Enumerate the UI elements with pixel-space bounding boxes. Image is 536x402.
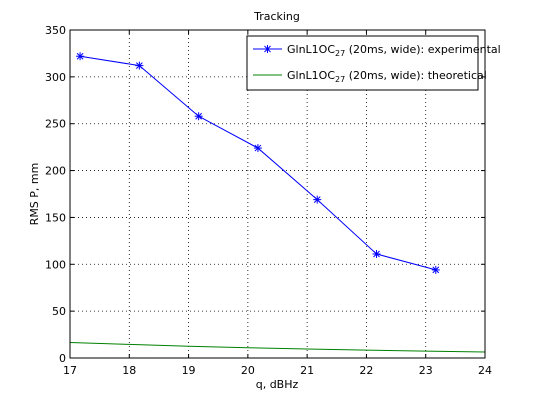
tick-layer: 17 18 19 20 21 22 23 24 0 50 100 150 200 250 300 350 xyxy=(45,24,492,377)
series-layer xyxy=(69,52,486,353)
legend-box xyxy=(246,35,479,91)
legend-star-marker xyxy=(263,45,272,53)
x-tick-label: 17 xyxy=(63,364,77,377)
x-tick-label: 18 xyxy=(122,364,136,377)
data-point-marker xyxy=(76,52,85,61)
x-axis-label: q, dBHz xyxy=(256,378,299,391)
data-point-marker xyxy=(372,249,381,258)
y-tick-label: 50 xyxy=(52,305,66,318)
x-tick-label: 21 xyxy=(300,364,314,377)
data-point-marker xyxy=(194,112,203,121)
y-axis-label: RMS P, mm xyxy=(28,163,41,226)
y-tick-label: 100 xyxy=(45,258,66,271)
x-tick-label: 24 xyxy=(478,364,492,377)
y-tick-label: 200 xyxy=(45,165,66,178)
y-tick-label: 0 xyxy=(59,352,66,365)
chart-title: Tracking xyxy=(253,10,300,23)
y-tick-label: 150 xyxy=(45,211,66,224)
x-tick-label: 23 xyxy=(419,364,433,377)
series-line-1 xyxy=(69,342,486,353)
y-tick-label: 350 xyxy=(45,24,66,37)
data-point-marker xyxy=(135,61,144,70)
y-tick-label: 250 xyxy=(45,118,66,131)
legend-label-theoretical: GlnL1OC27 (20ms, wide): theoretical xyxy=(287,69,487,84)
x-tick-label: 22 xyxy=(359,364,373,377)
legend-entry-theoretical: GlnL1OC27 (20ms, wide): theoretical xyxy=(253,69,487,84)
axes-box xyxy=(69,29,486,359)
legend-marker-experimental xyxy=(263,45,272,53)
y-tick-label: 300 xyxy=(45,71,66,84)
data-point-marker xyxy=(313,195,322,204)
legend-entry-experimental: GlnL1OC27 (20ms, wide): experimental xyxy=(253,43,501,58)
grid-layer xyxy=(70,30,485,358)
legend: GlnL1OC27 (20ms, wide): experimental Gln… xyxy=(246,35,501,91)
x-tick-label: 20 xyxy=(241,364,255,377)
x-tick-label: 19 xyxy=(182,364,196,377)
legend-label-experimental: GlnL1OC27 (20ms, wide): experimental xyxy=(287,43,501,58)
data-point-marker xyxy=(253,144,262,153)
data-point-marker xyxy=(431,265,440,274)
